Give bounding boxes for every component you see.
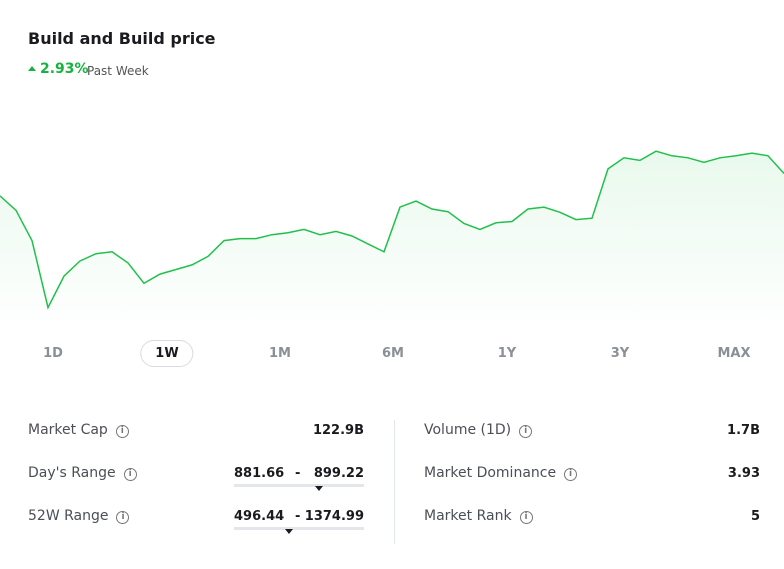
label-text: Market Dominance [424,465,557,481]
stat-label: Market Cap i [28,422,129,438]
info-icon[interactable]: i [519,425,533,438]
area [0,151,784,330]
period: Past Week [87,64,149,78]
stat-value: 122.9B [312,423,364,438]
range-high: 1374.99 [304,509,364,524]
label-text: Market Rank [424,508,512,524]
timeframe-tab[interactable]: 1Y [497,346,517,361]
range-marker [315,486,323,491]
timeframe-tab[interactable]: MAX [717,346,751,361]
stat-label: Volume (1D) i [424,422,533,438]
range-marker [285,529,293,534]
timeframe-tab[interactable]: 3Y [610,346,630,361]
price-change: 2.93% [40,61,89,77]
stat-label: Day's Range i [28,465,137,481]
up-arrow [28,66,36,71]
label-text: Volume (1D) [424,422,512,438]
timeframe-tab[interactable]: 1D [43,346,63,361]
range-bar [234,527,364,530]
stat-value: 3.93 [727,466,760,481]
stat-label: Market Rank i [424,508,533,524]
timeframe-tab[interactable]: 1W [140,340,194,367]
divider [394,420,395,544]
info-icon[interactable]: i [116,511,130,524]
price-chart [0,150,784,330]
range-low: 881.66 [234,466,285,481]
range-low: 496.44 [234,509,285,524]
timeframe-tab[interactable]: 1M [269,346,291,361]
stat-label: Market Dominance i [424,465,578,481]
range-bar [234,484,364,487]
info-icon[interactable]: i [115,425,129,438]
label-text: Day's Range [28,465,116,481]
range-sep: - [295,509,301,524]
info-icon[interactable]: i [564,468,578,481]
label-text: 52W Range [28,508,109,524]
info-icon[interactable]: i [519,511,533,524]
label-text: Market Cap [28,422,108,438]
info-icon[interactable]: i [123,468,137,481]
title: Build and Build price [28,29,216,48]
price-line [0,150,784,310]
range-sep: - [295,466,301,481]
timeframe-tab[interactable]: 6M [382,346,404,361]
range-high: 899.22 [313,466,364,481]
stat-value: 5 [750,509,760,524]
stat-value: 1.7B [727,423,760,438]
stat-label: 52W Range i [28,508,130,524]
